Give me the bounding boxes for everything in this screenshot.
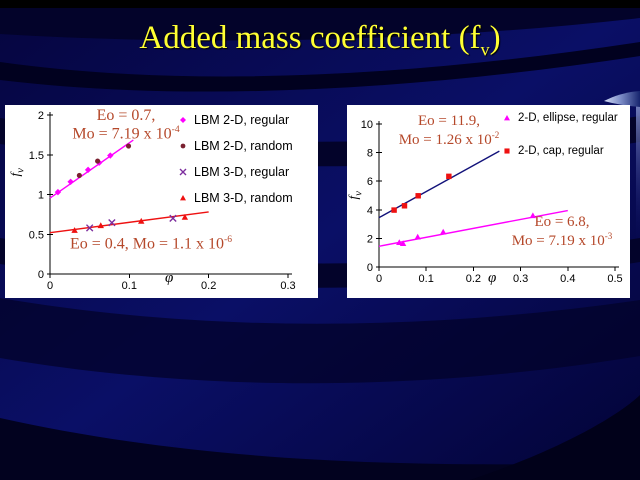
triangle-marker-icon xyxy=(504,115,510,121)
legend-label: LBM 2-D, random xyxy=(194,139,293,153)
right-annotation-top: Eo = 11.9, Mo = 1.26 x 10-2 xyxy=(398,113,500,148)
svg-text:0.5: 0.5 xyxy=(607,273,622,285)
svg-text:10: 10 xyxy=(361,119,373,131)
svg-text:2: 2 xyxy=(367,233,373,245)
title-text: Added mass coefficient (f xyxy=(139,20,481,56)
svg-text:0.1: 0.1 xyxy=(122,280,137,292)
right-x-axis-label: φ xyxy=(488,270,497,286)
svg-text:0.3: 0.3 xyxy=(513,273,528,285)
right-chart-plot: 0 2 4 6 8 10 0 0.1 0.2 0.3 0.4 0.5 xyxy=(361,119,623,285)
left-annotation-bottom: Eo = 0.4, Mo = 1.1 x 10-6 xyxy=(69,234,233,253)
svg-text:0.2: 0.2 xyxy=(201,280,216,292)
legend-item-lbm2d-regular: LBM 2-D, regular xyxy=(177,113,293,127)
svg-text:0.1: 0.1 xyxy=(419,273,434,285)
svg-text:0.5: 0.5 xyxy=(29,229,44,241)
right-chart-panel: 0 2 4 6 8 10 0 0.1 0.2 0.3 0.4 0.5 fv φ Eo = 11.9, … xyxy=(345,105,630,298)
cross-marker-icon xyxy=(179,168,187,176)
svg-text:0: 0 xyxy=(47,280,53,292)
svg-text:8: 8 xyxy=(367,148,373,160)
legend-item-lbm2d-random: LBM 2-D, random xyxy=(177,139,293,153)
svg-text:0.2: 0.2 xyxy=(466,273,481,285)
legend-item-lbm3d-regular: LBM 3-D, regular xyxy=(177,165,293,179)
legend-item-ellipse: 2-D, ellipse, regular xyxy=(501,111,618,125)
title-subscript: v xyxy=(480,39,490,60)
square-marker-icon xyxy=(504,148,510,154)
left-annotation-top: Eo = 0.7, Mo = 7.19 x 10-4 xyxy=(72,107,180,143)
svg-text:1.5: 1.5 xyxy=(29,150,44,162)
svg-text:4: 4 xyxy=(367,205,373,217)
left-x-axis-label: φ xyxy=(165,270,174,286)
page-title: Added mass coefficient (fv) xyxy=(0,20,640,61)
right-annotation-bottom: Eo = 6.8, Mo = 7.19 x 10-3 xyxy=(511,214,613,249)
svg-text:0.4: 0.4 xyxy=(560,273,575,285)
right-y-axis-label: fv xyxy=(345,191,365,200)
title-close: ) xyxy=(489,20,501,56)
svg-text:0.3: 0.3 xyxy=(280,280,295,292)
legend-label: LBM 3-D, random xyxy=(194,191,293,205)
diamond-marker-icon xyxy=(180,117,186,123)
legend-item-lbm3d-random: LBM 3-D, random xyxy=(177,191,293,205)
left-y-axis-label: fv xyxy=(7,168,27,177)
svg-text:0: 0 xyxy=(38,269,44,281)
legend-label: LBM 3-D, regular xyxy=(194,165,290,179)
legend-label: LBM 2-D, regular xyxy=(194,113,290,127)
left-chart-panel: 0 0.5 1 1.5 2 0 0.1 0.2 0.3 fv φ Eo = 0.7, Mo = … xyxy=(5,105,318,298)
legend-item-cap: 2-D, cap, regular xyxy=(501,144,618,158)
svg-text:0: 0 xyxy=(367,262,373,274)
right-chart-legend: 2-D, ellipse, regular 2-D, cap, regular xyxy=(501,111,618,177)
dot-marker-icon xyxy=(180,143,186,149)
legend-label: 2-D, ellipse, regular xyxy=(518,112,618,124)
svg-text:2: 2 xyxy=(38,110,44,122)
left-chart-legend: LBM 2-D, regular LBM 2-D, random LBM 3-D… xyxy=(177,113,293,217)
legend-label: 2-D, cap, regular xyxy=(518,145,604,157)
svg-text:0: 0 xyxy=(376,273,382,285)
left-chart-plot: 0 0.5 1 1.5 2 0 0.1 0.2 0.3 xyxy=(29,110,296,292)
svg-text:6: 6 xyxy=(367,176,373,188)
svg-text:1: 1 xyxy=(38,190,44,202)
triangle-marker-icon xyxy=(180,195,186,201)
